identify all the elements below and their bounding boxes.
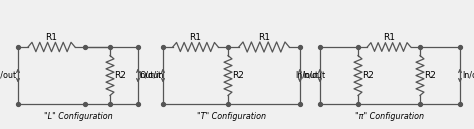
Text: In/out: In/out	[302, 71, 325, 80]
Text: In/out: In/out	[138, 71, 161, 80]
Text: R1: R1	[383, 33, 395, 42]
Text: R1: R1	[258, 33, 270, 42]
Text: In/out: In/out	[295, 71, 318, 80]
Text: R2: R2	[232, 71, 244, 80]
Text: "L" Configuration: "L" Configuration	[44, 112, 112, 121]
Text: R2: R2	[114, 71, 126, 80]
Text: R1: R1	[46, 33, 57, 42]
Text: "π" Configuration: "π" Configuration	[356, 112, 425, 121]
Text: R2: R2	[362, 71, 374, 80]
Text: "T" Configuration: "T" Configuration	[197, 112, 266, 121]
Text: In/out: In/out	[462, 71, 474, 80]
Text: R2: R2	[424, 71, 436, 80]
Text: R1: R1	[190, 33, 201, 42]
Text: In/out: In/out	[0, 71, 16, 80]
Text: Out/in: Out/in	[140, 71, 164, 80]
